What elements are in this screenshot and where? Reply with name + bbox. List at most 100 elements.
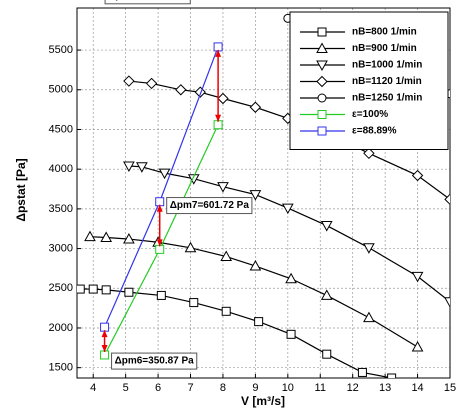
- marker: [213, 42, 223, 52]
- y-tick-label: 5500: [49, 44, 73, 56]
- y-axis-label: Δpstat [Pa]: [14, 158, 28, 221]
- marker: [316, 42, 328, 53]
- marker: [145, 77, 158, 90]
- marker: [158, 168, 171, 180]
- marker: [156, 290, 166, 300]
- legend-label: ε=88.89%: [352, 126, 397, 137]
- marker: [444, 193, 450, 206]
- x-tick-label: 9: [252, 382, 258, 394]
- marker: [317, 27, 327, 37]
- marker: [136, 162, 148, 173]
- annotation-box: [104, 0, 191, 5]
- marker: [411, 271, 424, 283]
- x-tick-label: 8: [220, 382, 226, 394]
- marker: [187, 174, 200, 185]
- marker: [254, 317, 264, 327]
- x-tick-label: 15: [444, 382, 456, 394]
- plot-frame: [76, 7, 451, 379]
- marker: [363, 243, 375, 254]
- marker: [123, 161, 135, 173]
- marker: [320, 289, 333, 300]
- marker: [175, 84, 187, 96]
- annotation: Δpm6=350.87 Pa: [115, 356, 195, 367]
- y-tick-label: 4500: [49, 123, 73, 135]
- marker: [363, 311, 375, 323]
- marker: [123, 75, 135, 87]
- x-tick-label: 14: [411, 382, 423, 394]
- marker: [100, 231, 113, 242]
- annotation-box: [111, 352, 198, 370]
- marker: [101, 285, 111, 295]
- marker: [184, 241, 197, 253]
- x-tick-label: 10: [282, 382, 294, 394]
- marker: [84, 230, 96, 242]
- marker: [316, 60, 328, 72]
- annotation: Δpm7=601.72 Pa: [170, 200, 250, 211]
- marker: [155, 244, 165, 254]
- marker: [194, 86, 206, 98]
- x-tick-label: 5: [123, 382, 129, 394]
- x-tick-label: 7: [187, 382, 193, 394]
- marker: [317, 93, 327, 103]
- arrow-head: [156, 239, 163, 247]
- arrow-head: [101, 330, 108, 338]
- arrow-head: [156, 204, 163, 212]
- x-tick-label: 12: [347, 382, 359, 394]
- marker: [317, 110, 327, 119]
- y-tick-label: 5000: [49, 84, 73, 96]
- marker: [411, 341, 424, 352]
- y-tick-label: 2500: [49, 282, 73, 294]
- arrow-head: [215, 114, 222, 122]
- legend-label: nB=800 1/min: [352, 27, 417, 38]
- marker: [320, 221, 333, 232]
- marker: [100, 322, 110, 332]
- marker: [217, 92, 229, 105]
- marker: [124, 287, 134, 297]
- marker: [249, 260, 262, 271]
- marker: [316, 75, 328, 88]
- x-axis-label: V [m³/s]: [241, 394, 285, 408]
- marker: [213, 120, 223, 130]
- marker: [217, 182, 229, 193]
- y-tick-label: 4000: [49, 163, 73, 175]
- marker: [220, 250, 233, 262]
- legend-label: nB=1000 1/min: [352, 60, 422, 71]
- marker: [123, 233, 135, 244]
- marker: [249, 190, 262, 201]
- legend-label: ε=100%: [352, 109, 388, 120]
- y-tick-label: 3500: [49, 203, 73, 215]
- marker: [285, 272, 297, 284]
- arrow-head: [101, 344, 108, 352]
- series-line: [89, 236, 418, 348]
- marker: [155, 197, 165, 207]
- marker: [100, 350, 110, 360]
- marker: [444, 297, 450, 308]
- x-tick-label: 13: [379, 382, 391, 394]
- arrow-head: [215, 49, 222, 57]
- marker: [249, 101, 262, 113]
- legend-label: nB=1120 1/min: [352, 76, 422, 87]
- y-tick-label: 3000: [49, 242, 73, 254]
- annotation-box: [166, 197, 253, 215]
- x-tick-label: 4: [90, 382, 96, 394]
- marker: [387, 373, 397, 378]
- marker: [317, 126, 327, 136]
- marker: [286, 329, 296, 339]
- x-tick-label: 6: [155, 382, 161, 394]
- marker: [281, 203, 294, 215]
- marker: [88, 284, 98, 294]
- marker: [221, 306, 231, 316]
- legend-label: nB=1250 1/min: [352, 93, 422, 104]
- x-tick-label: 11: [315, 382, 326, 394]
- marker: [189, 298, 199, 308]
- marker: [357, 367, 367, 377]
- marker: [363, 147, 375, 160]
- legend-box: [289, 11, 449, 150]
- annotation: Δpm8=986.42 Pa: [108, 0, 188, 1]
- marker: [77, 284, 85, 294]
- marker: [411, 169, 424, 182]
- y-tick-label: 1500: [49, 362, 73, 374]
- marker: [322, 349, 332, 359]
- legend-label: nB=900 1/min: [352, 43, 417, 54]
